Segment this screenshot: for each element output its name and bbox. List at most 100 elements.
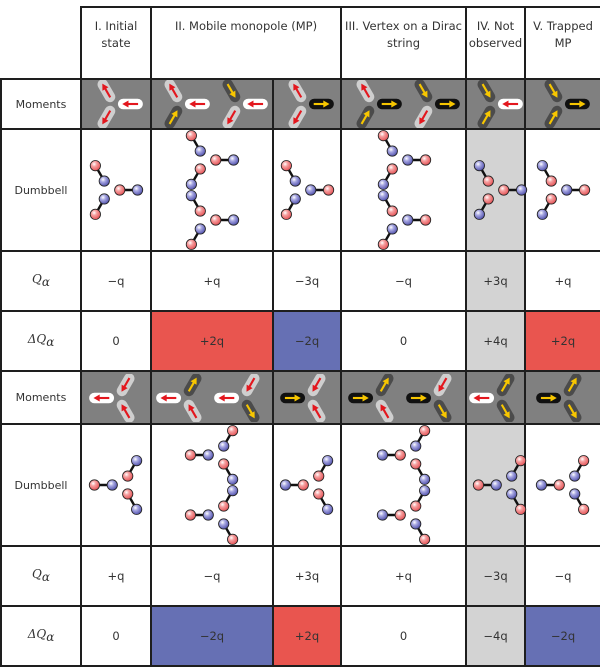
moment-vertex — [477, 80, 523, 128]
charge-difference-value: +2q — [294, 629, 320, 643]
positive-charge-ball — [322, 184, 335, 196]
spin-arm-dark — [356, 105, 374, 128]
positive-charge-ball — [515, 455, 527, 467]
row-label-dumbbell: Dumbbell — [0, 423, 82, 547]
arrow-icon — [189, 100, 206, 108]
moments-cell — [465, 78, 527, 130]
positive-charge-ball — [578, 503, 590, 515]
spin-arm-light — [307, 373, 326, 396]
dq-cell: −2q — [271, 310, 343, 372]
spin-arm-light — [375, 399, 393, 422]
spin-arm-black — [308, 98, 334, 110]
row-label-dumbbell: Dumbbell — [0, 128, 82, 252]
arrow-icon — [312, 377, 322, 392]
dumbbell-cell — [80, 128, 152, 252]
arrow-icon — [540, 394, 557, 401]
spin-arm-light — [222, 105, 241, 128]
dumbbell-vertex — [88, 455, 143, 515]
spin-arm-light — [241, 373, 260, 396]
dq-cell: +2q — [524, 310, 600, 372]
arrow-icon — [437, 403, 447, 418]
charge-value: +3q — [483, 274, 508, 288]
positive-charge-ball — [122, 470, 134, 482]
moments-cell — [340, 78, 468, 130]
positive-charge-ball — [472, 479, 485, 491]
arrow-icon — [169, 83, 179, 98]
spin-arm-dark — [183, 373, 202, 396]
q-cell: −q — [80, 250, 152, 312]
positive-charge-ball — [545, 193, 557, 205]
charge-value: −q — [395, 274, 412, 288]
moments-cell — [150, 370, 274, 425]
spin-arm-black — [405, 392, 431, 403]
negative-charge-ball — [194, 145, 206, 157]
label-main: ΔQ — [27, 332, 47, 347]
negative-charge-ball — [473, 208, 485, 220]
dumbbell-vertex — [279, 455, 334, 515]
row-label-moments: Moments — [0, 370, 82, 425]
dumbbell-cell — [271, 128, 343, 252]
header-initial-state: I. Initial state — [80, 6, 152, 80]
arrow-icon — [418, 83, 427, 98]
dq-cell: 0 — [80, 605, 152, 667]
negative-charge-ball — [536, 208, 548, 220]
positive-charge-ball — [184, 449, 197, 461]
charge-value: +q — [554, 274, 572, 288]
spin-arm-white — [156, 392, 182, 403]
negative-charge-ball — [227, 214, 240, 226]
dq-cell: 0 — [340, 310, 468, 372]
corner-cell — [1, 7, 82, 80]
arrow-icon — [102, 83, 112, 98]
spin-arm-dark — [164, 105, 183, 128]
q-cell: +3q — [271, 545, 343, 607]
spin-arm-light — [97, 80, 116, 103]
negative-charge-ball — [418, 485, 430, 497]
spin-arm-black — [347, 392, 373, 403]
positive-charge-ball — [89, 160, 101, 172]
charge-difference-value: +4q — [483, 334, 508, 348]
row-label-dq: ΔQα — [0, 605, 82, 667]
dumbbell-cell — [150, 128, 274, 252]
positive-charge-ball — [185, 238, 197, 250]
positive-charge-ball — [409, 458, 421, 470]
dq-cell: 0 — [80, 310, 152, 372]
q-cell: +3q — [465, 250, 527, 312]
negative-charge-ball — [131, 503, 143, 515]
header-row: I. Initial state II. Mobile monopole (MP… — [1, 6, 600, 80]
spin-arm-light — [97, 105, 116, 128]
q-cell: −q — [150, 545, 274, 607]
positive-charge-ball — [553, 479, 565, 491]
label-main: Q — [32, 567, 42, 582]
dumbbell-vertex — [376, 485, 430, 545]
spin-arm-dark — [544, 105, 563, 128]
spin-arm-dark — [241, 399, 260, 422]
charge-difference-value: 0 — [399, 334, 408, 348]
negative-charge-ball — [185, 190, 197, 202]
charge-value: +q — [395, 569, 412, 583]
arrow-icon — [102, 110, 112, 125]
arrow-icon — [418, 110, 428, 125]
positive-charge-ball — [89, 208, 101, 220]
negative-charge-ball — [185, 178, 197, 190]
positive-charge-ball — [122, 488, 134, 500]
spin-arm-dark — [563, 373, 582, 396]
negative-charge-ball — [131, 455, 143, 467]
negative-charge-ball — [401, 154, 413, 166]
negative-charge-ball — [218, 518, 230, 530]
negative-charge-ball — [569, 470, 581, 482]
dumbbell-vertex — [473, 160, 528, 220]
arrow-icon — [567, 403, 577, 418]
negative-charge-ball — [202, 449, 214, 461]
moment-vertex — [97, 80, 143, 128]
arrow-icon — [168, 110, 178, 125]
label-subscript: α — [41, 275, 50, 290]
q-cell: +q — [524, 250, 600, 312]
positive-charge-ball — [313, 488, 325, 500]
positive-charge-ball — [185, 130, 197, 142]
negative-charge-ball — [376, 509, 388, 521]
arrow-icon — [360, 83, 370, 98]
header-not-observed: IV. Not observed — [465, 6, 527, 80]
negative-charge-ball — [401, 214, 413, 226]
dumbbell-cell — [465, 128, 528, 252]
positive-charge-ball — [386, 205, 398, 217]
